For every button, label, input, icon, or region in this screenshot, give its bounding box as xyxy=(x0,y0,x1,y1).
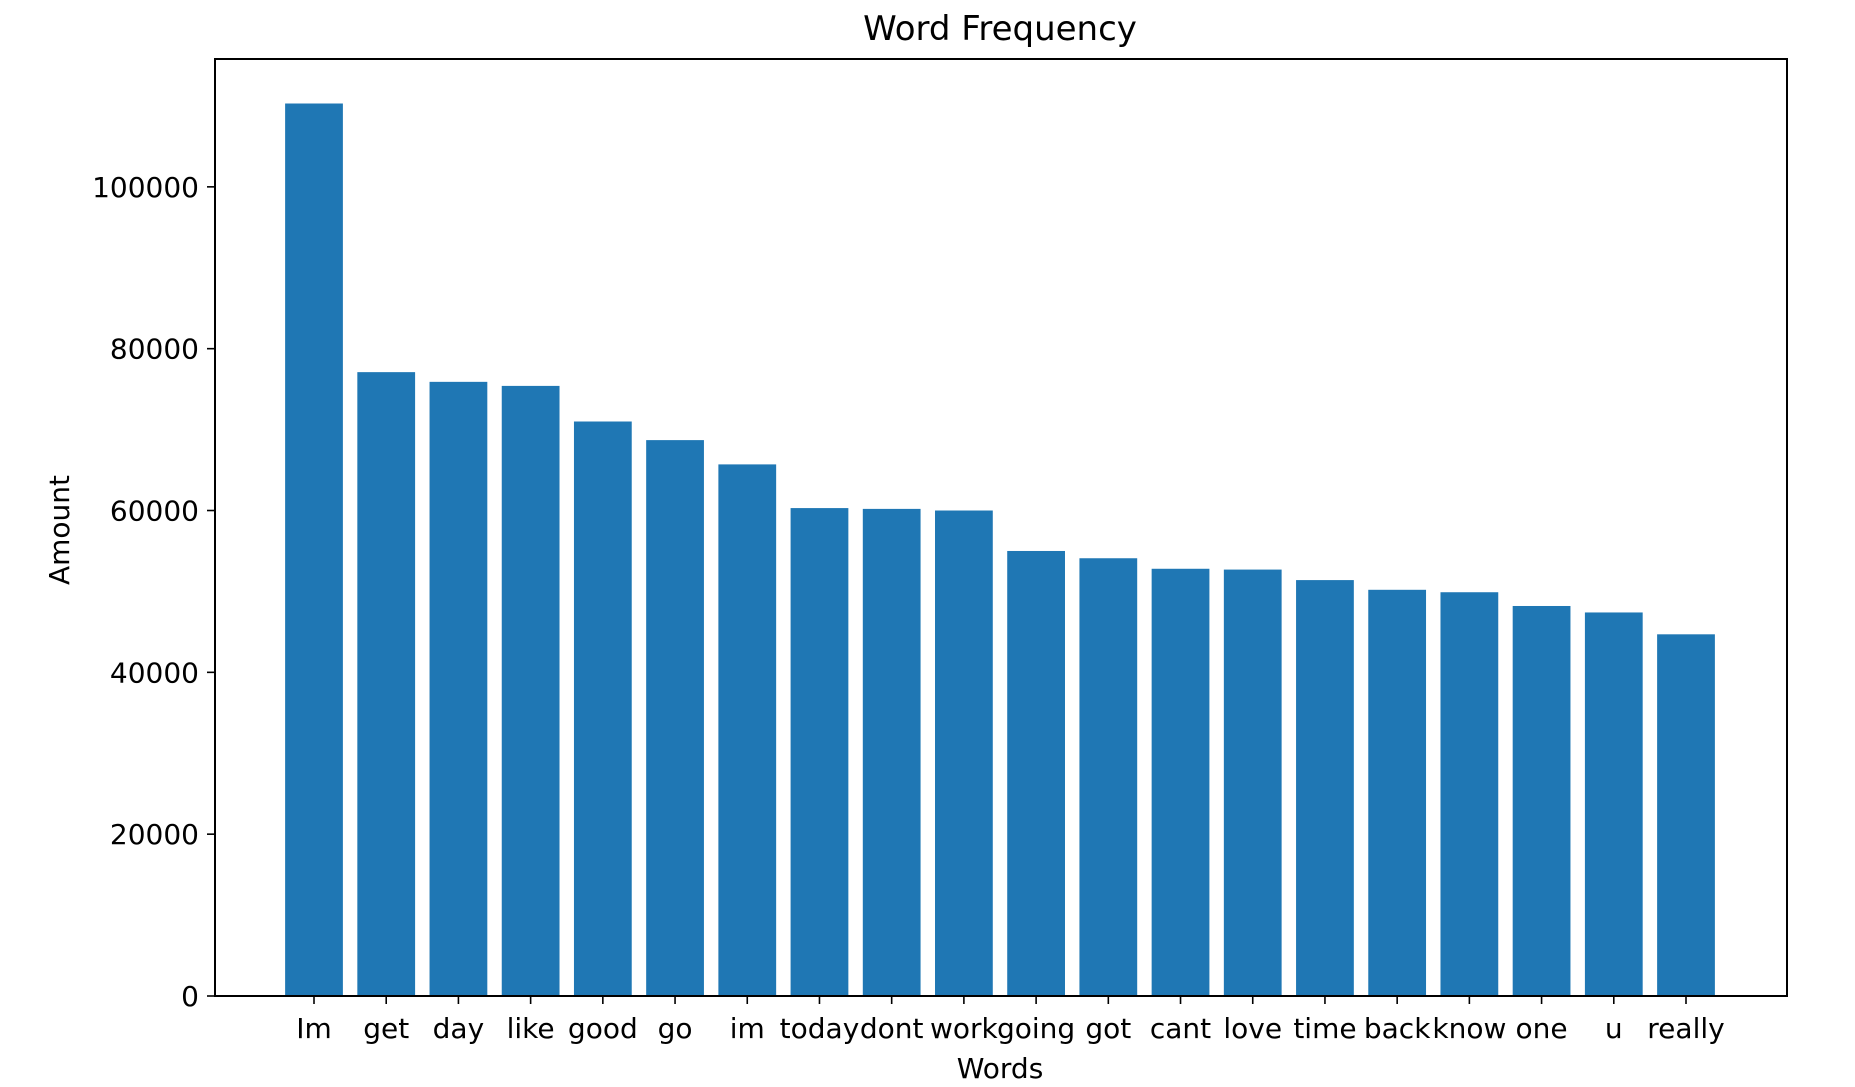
x-axis-ticks: Im get day like good go im today dont work going go… xyxy=(296,996,1725,1045)
bar-get xyxy=(357,372,416,996)
x-tick-label: got xyxy=(1085,1012,1131,1045)
bar-day xyxy=(429,381,488,997)
bar-going xyxy=(1007,550,1065,996)
x-tick-label: today xyxy=(780,1012,860,1045)
bar-good xyxy=(573,421,632,996)
x-tick-label: time xyxy=(1293,1012,1356,1045)
y-axis-label: Amount xyxy=(43,475,76,585)
chart-title: Word Frequency xyxy=(863,9,1137,49)
x-tick-label: one xyxy=(1516,1012,1568,1045)
bar-like xyxy=(501,385,560,996)
y-tick-label: 20000 xyxy=(110,818,199,851)
x-tick-label: good xyxy=(568,1012,638,1045)
y-tick-label: 0 xyxy=(181,980,199,1013)
bar-one xyxy=(1512,605,1571,996)
bar-love xyxy=(1223,569,1282,996)
bar-cant xyxy=(1151,568,1210,996)
bar-dont xyxy=(862,508,921,996)
bar-really xyxy=(1657,634,1715,996)
bar-know xyxy=(1440,592,1499,996)
x-tick-label: go xyxy=(658,1012,693,1045)
bar-u xyxy=(1584,612,1643,996)
bar-time xyxy=(1296,580,1354,996)
x-tick-label: like xyxy=(507,1012,555,1045)
bar-got xyxy=(1079,558,1138,996)
bar-back xyxy=(1368,589,1427,996)
y-tick-label: 80000 xyxy=(110,333,199,366)
bars-group xyxy=(285,103,1715,997)
y-axis-ticks: 0 20000 40000 60000 80000 100000 xyxy=(92,171,215,1013)
x-tick-label: really xyxy=(1647,1012,1724,1045)
bar-today xyxy=(790,508,849,996)
y-tick-label: 40000 xyxy=(110,656,199,689)
x-tick-label: dont xyxy=(860,1012,924,1045)
x-tick-label: day xyxy=(433,1012,485,1045)
bar-go xyxy=(646,440,704,996)
x-tick-label: Im xyxy=(296,1012,332,1045)
x-tick-label: love xyxy=(1223,1012,1282,1045)
y-tick-label: 100000 xyxy=(92,171,199,204)
bar-work xyxy=(935,510,993,996)
x-tick-label: work xyxy=(930,1012,999,1045)
x-tick-label: u xyxy=(1605,1012,1623,1045)
x-tick-label: get xyxy=(363,1012,409,1045)
plot-area-frame xyxy=(214,58,1788,997)
bar-Im xyxy=(285,103,343,996)
x-tick-label: im xyxy=(730,1012,765,1045)
x-tick-label: know xyxy=(1432,1012,1506,1045)
x-tick-label: going xyxy=(997,1012,1075,1045)
x-tick-label: back xyxy=(1364,1012,1431,1045)
x-tick-label: cant xyxy=(1150,1012,1211,1045)
bar-im xyxy=(718,464,777,996)
x-axis-label: Words xyxy=(957,1052,1044,1085)
y-tick-label: 60000 xyxy=(110,495,199,528)
